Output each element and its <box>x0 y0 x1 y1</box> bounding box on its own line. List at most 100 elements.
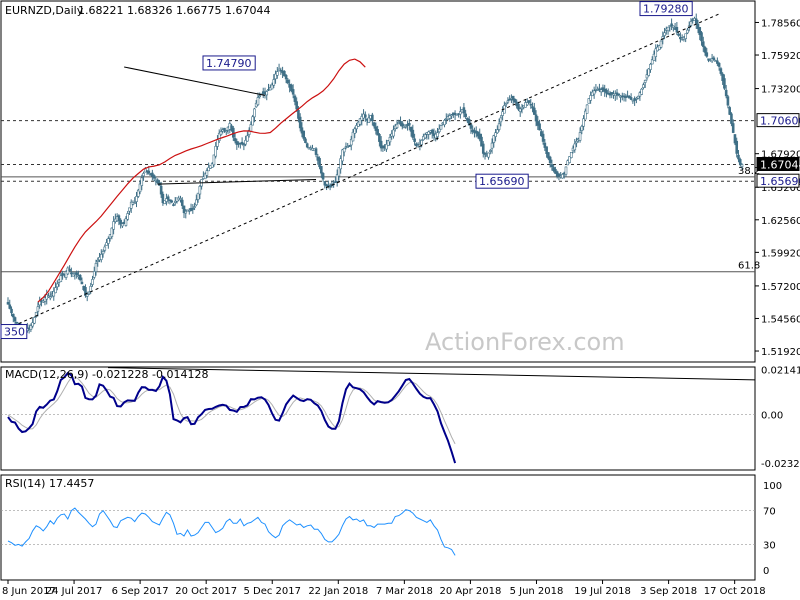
candle-body <box>247 129 251 135</box>
candle-body <box>738 159 742 165</box>
candle-body <box>672 25 675 28</box>
candle-body <box>96 260 100 262</box>
date-axis-label: 6 Sep 2017 <box>112 586 169 597</box>
candle-body <box>355 125 358 130</box>
macd-panel-frame <box>0 366 756 471</box>
candle-body <box>617 93 621 96</box>
candle-body <box>364 114 367 118</box>
candle-body <box>318 158 321 168</box>
candle-body <box>388 136 392 143</box>
candle-body <box>246 135 249 142</box>
candle-body <box>531 106 534 109</box>
candle-body <box>420 140 423 145</box>
candle-body <box>504 102 508 105</box>
candle-body <box>677 33 680 36</box>
candle-body <box>348 145 351 147</box>
candle-body <box>694 18 698 24</box>
candle-body <box>490 142 494 149</box>
candle-body <box>371 114 374 122</box>
level-box <box>756 173 800 188</box>
candle-body <box>728 107 731 115</box>
candle-body <box>492 135 496 143</box>
candle-body <box>284 75 288 80</box>
candle-body <box>719 68 723 74</box>
date-axis-label: 20 Oct 2017 <box>175 586 237 597</box>
candle-body <box>532 107 536 115</box>
candle-body <box>251 116 254 126</box>
rsi-line <box>7 507 456 556</box>
candle-body <box>636 95 640 99</box>
candle-body <box>645 74 649 79</box>
triangle-upper-trendline <box>124 66 266 96</box>
candle-body <box>529 103 533 106</box>
price-axis-label: 1.62560 <box>761 216 800 227</box>
candle-body <box>119 219 122 225</box>
candle-body <box>135 196 138 202</box>
date-axis-label: 17 Oct 2018 <box>704 586 766 597</box>
candle-body <box>105 242 108 246</box>
moving-average-line <box>37 58 366 303</box>
candle-body <box>240 141 244 145</box>
candle-body <box>467 119 471 126</box>
candle-body <box>302 130 306 139</box>
candle-body <box>80 281 84 285</box>
annotation-low-2017-label: 350 <box>4 326 25 339</box>
date-axis-label: 3 Sep 2018 <box>640 586 697 597</box>
candle-body <box>320 166 323 174</box>
candle-body <box>599 89 603 93</box>
rsi-axis-label: 30 <box>763 540 776 551</box>
candle-body <box>346 146 350 148</box>
candle-body <box>513 98 517 103</box>
candle-body <box>15 321 19 324</box>
candle-body <box>103 246 107 251</box>
candle-body <box>48 296 52 299</box>
candle-body <box>219 131 223 135</box>
macd-trendline <box>107 367 756 381</box>
candle-body <box>182 205 186 214</box>
triangle-lower-trendline <box>157 178 317 185</box>
chart-ohlc: 1.68221 1.68326 1.66775 1.67044 <box>78 4 270 17</box>
annotation-high-2017-label: 1.74790 <box>206 57 252 70</box>
candle-body <box>663 32 666 36</box>
candle-body <box>735 140 739 154</box>
candle-body <box>540 131 543 137</box>
date-axis-label: 20 Apr 2018 <box>439 586 501 597</box>
candle-body <box>112 221 115 230</box>
candle-body <box>464 113 467 118</box>
candle-body <box>584 110 587 120</box>
candle-body <box>605 90 608 94</box>
candle-body <box>696 23 700 29</box>
candle-body <box>450 114 453 117</box>
candle-body <box>210 163 214 168</box>
candle-body <box>608 93 612 96</box>
candle-body <box>193 206 196 208</box>
candle-body <box>59 275 63 283</box>
candle-body <box>511 95 515 101</box>
candle-body <box>342 147 346 153</box>
candle-body <box>147 170 151 174</box>
annotation-high-2018-box <box>639 1 693 17</box>
candle-body <box>335 174 339 182</box>
candle-body <box>701 41 705 47</box>
candle-body <box>703 46 707 53</box>
candle-body <box>89 285 93 292</box>
candle-body <box>448 115 452 119</box>
candle-body <box>337 167 341 177</box>
candle-body <box>11 313 15 318</box>
candle-body <box>469 123 473 129</box>
candle-body <box>659 40 663 48</box>
macd-label: MACD(12,26,9) -0.021228 -0.014128 <box>5 368 208 381</box>
fib-level-label: 38.2 <box>738 166 760 177</box>
macd-axis-label: 0.00 <box>761 410 783 421</box>
candle-body <box>689 21 693 26</box>
candle-body <box>520 107 524 110</box>
candle-body <box>517 103 520 110</box>
candle-body <box>534 114 538 122</box>
candle-body <box>575 141 578 144</box>
current-price-label: 1.67044 <box>760 158 800 171</box>
candle-body <box>180 199 184 206</box>
candle-body <box>443 120 446 126</box>
candle-body <box>740 164 744 167</box>
annotation-high-2018-label: 1.79280 <box>643 3 689 16</box>
